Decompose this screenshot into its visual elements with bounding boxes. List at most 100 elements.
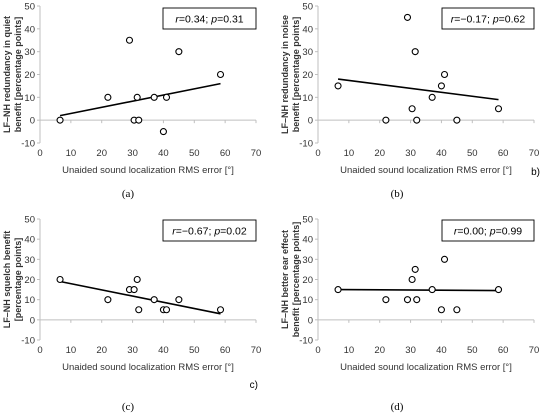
x-tick-label: 70 [251,345,262,356]
y-tick-label: -10 [299,139,313,150]
y-tick-label: 10 [24,93,35,104]
panel-sublabel: b) [531,167,540,178]
stat-label: r=0.34; p=0.31 [175,14,243,26]
data-point [175,296,183,304]
y-tick-label: 0 [308,116,313,127]
x-axis-label: Unaided sound localization RMS error [°] [62,165,234,176]
data-point [56,116,64,124]
y-tick-label: 50 [24,2,35,13]
data-point [159,128,167,136]
data-point [411,48,419,56]
y-tick-label: -10 [21,336,35,347]
y-tick-label: -10 [21,139,35,150]
data-point [382,296,390,304]
stat-label: r=−0.67; p=0.02 [172,226,247,238]
data-point [494,286,503,294]
y-tick-label: 40 [302,24,313,35]
data-point [408,275,416,284]
data-point [133,275,141,284]
data-point [403,296,412,304]
data-point [440,255,449,263]
x-tick-label: 20 [96,345,107,356]
data-point [382,116,390,124]
x-tick-label: 60 [498,345,509,356]
data-point [133,93,141,101]
y-tick-label: -10 [299,336,313,347]
x-tick-label: 30 [405,345,416,356]
x-tick-label: 20 [374,148,385,159]
x-tick-label: 40 [436,148,447,159]
x-axis-label: Unaided sound localization RMS error [°] [340,165,512,176]
data-point [162,306,171,314]
data-point [494,105,503,113]
y-tick-label: 10 [302,295,313,306]
panel-caption: (b) [391,188,404,200]
data-point [216,70,225,79]
x-tick-label: 50 [467,148,478,159]
x-tick-label: 70 [529,345,540,356]
x-tick-label: 10 [66,345,77,356]
y-tick-label: 0 [308,315,313,326]
y-axis-label: LF–NH redundancy in quiet [2,16,12,133]
trendline [59,82,221,117]
y-axis-label: benefit [percentage points] [291,17,301,133]
x-axis-label: Unaided sound localization RMS error [°] [340,362,512,373]
data-point [334,286,342,294]
trendline [337,78,499,101]
x-tick-label: 20 [374,345,385,356]
x-tick-label: 20 [96,148,107,159]
x-tick-label: 40 [436,345,447,356]
data-point [437,306,445,314]
y-tick-label: 30 [302,255,313,266]
y-tick-label: 40 [302,235,313,246]
data-point [104,296,112,304]
data-point [408,105,416,113]
y-axis-label: LF–NH better ear effect [280,230,290,329]
stat-box [162,7,257,30]
data-point [413,296,421,304]
data-point [453,306,461,314]
y-tick-label: 10 [302,93,313,104]
x-tick-label: 30 [405,148,416,159]
y-tick-label: 30 [302,47,313,58]
data-point [175,48,183,56]
data-point [403,13,412,21]
x-tick-label: 30 [127,345,138,356]
x-tick-label: 50 [189,148,200,159]
x-tick-label: 0 [315,148,320,159]
data-point [150,93,158,101]
data-point [428,286,436,294]
data-point [411,265,419,273]
stat-label: r=−0.17; p=0.62 [451,14,526,26]
data-point [453,116,461,124]
data-point [334,82,342,90]
panel-caption: (d) [391,401,404,413]
x-tick-label: 60 [220,148,231,159]
data-point [216,306,225,314]
stat-label: r=0.00; p=0.99 [454,226,522,238]
data-point [437,82,445,90]
data-point [135,116,143,124]
x-tick-label: 70 [529,148,540,159]
stat-box [162,219,257,242]
x-tick-label: 60 [220,345,231,356]
x-tick-label: 30 [127,148,138,159]
data-point [428,93,436,101]
y-tick-label: 20 [302,275,313,286]
data-point [162,93,171,101]
x-tick-label: 40 [158,148,169,159]
x-tick-label: 0 [37,148,42,159]
x-axis-label: Unaided sound localization RMS error [°] [62,362,234,373]
y-tick-label: 0 [30,315,35,326]
x-tick-label: 50 [467,345,478,356]
x-tick-label: 70 [251,148,262,159]
y-tick-label: 30 [24,47,35,58]
x-tick-label: 0 [37,345,42,356]
x-tick-label: 50 [189,345,200,356]
x-tick-label: 10 [66,148,77,159]
x-tick-label: 0 [315,345,320,356]
